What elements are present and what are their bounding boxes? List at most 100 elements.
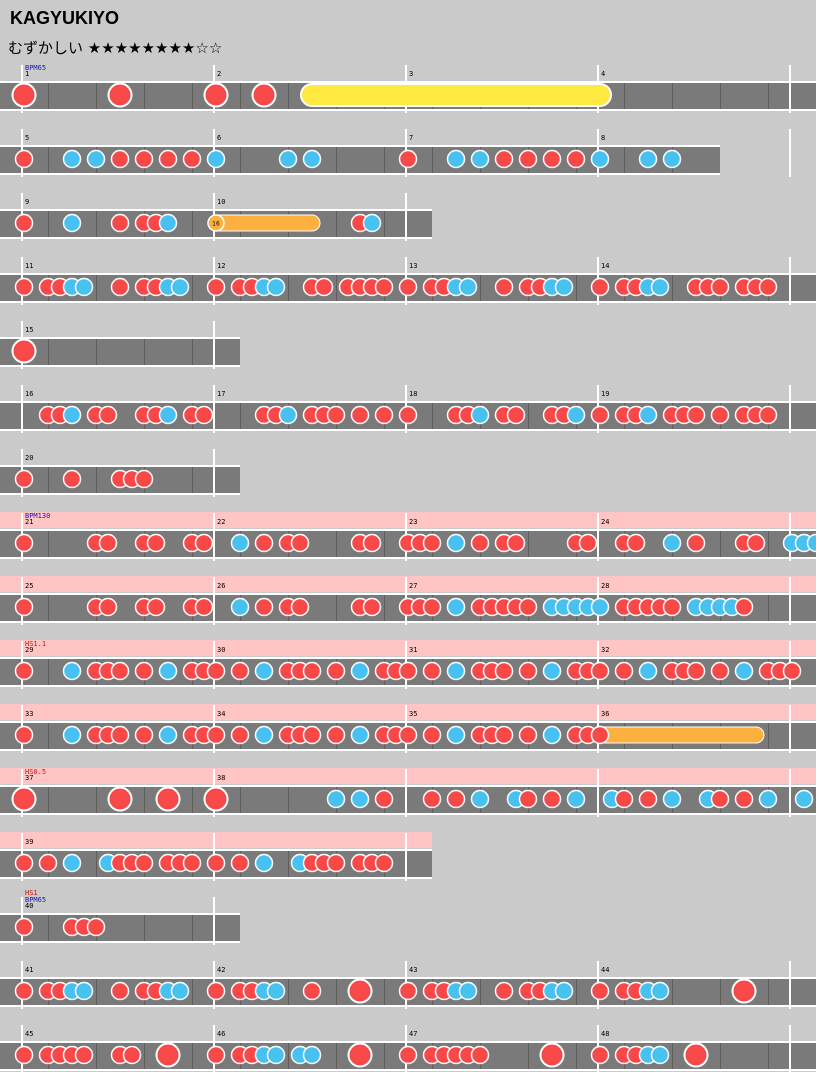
ka-note [446,725,466,745]
measure-barline [789,385,791,433]
don-note [470,533,490,553]
ka-note [350,725,370,745]
lane-bottom-edge [0,941,240,943]
beat-gridline [528,403,529,429]
don-note [686,405,706,425]
ka-note [458,981,478,1001]
measure-number: 23 [409,518,417,526]
ka-note [638,405,658,425]
ka-note [62,213,82,233]
big-don-note [11,786,37,812]
don-note [146,597,166,617]
ka-note [590,149,610,169]
beat-gridline [384,979,385,1005]
ka-note [62,725,82,745]
don-note [782,661,802,681]
don-note [206,661,226,681]
beat-gridline [672,275,673,301]
measure-number: 16 [25,390,33,398]
don-note [494,277,514,297]
note-lane [0,913,240,943]
ka-note [470,789,490,809]
don-note [14,533,34,553]
beat-gridline [192,979,193,1005]
don-note [206,981,226,1001]
don-note [254,533,274,553]
measure-barline [213,449,215,497]
ka-note [206,149,226,169]
beat-gridline [48,211,49,237]
don-note [494,981,514,1001]
bpm-marker: BPM130 [25,512,50,520]
don-note [230,853,250,873]
don-note [590,405,610,425]
row-highlight-band [0,576,816,592]
lane-top-edge [0,273,816,275]
don-note [494,725,514,745]
beat-gridline [96,275,97,301]
beat-gridline [192,1043,193,1069]
don-note [290,533,310,553]
beat-gridline [336,1043,337,1069]
measure-number: 32 [601,646,609,654]
lane-bottom-edge [0,1069,816,1071]
don-note [206,853,226,873]
measure-number: 29 [25,646,33,654]
don-note [710,405,730,425]
beat-gridline [768,1043,769,1069]
beat-gridline [48,339,49,365]
balloon-hit-count: 16 [212,221,220,228]
ka-note [662,789,682,809]
beat-gridline [624,147,625,173]
don-note [398,405,418,425]
row-highlight-band [0,768,816,784]
lane-top-edge [0,849,432,851]
ka-note [158,725,178,745]
don-note [206,1045,226,1065]
beat-gridline [624,83,625,109]
measure-number: 6 [217,134,221,142]
beat-gridline [240,403,241,429]
measure-number: 24 [601,518,609,526]
don-note [206,277,226,297]
ka-note [554,981,574,1001]
don-note [446,789,466,809]
don-note [710,789,730,809]
don-note [758,277,778,297]
ka-note [446,149,466,169]
don-note [134,661,154,681]
don-note [134,725,154,745]
measure-number: 12 [217,262,225,270]
don-note [422,597,442,617]
don-note [518,661,538,681]
don-note [362,533,382,553]
big-don-note [107,82,133,108]
ka-note [758,789,778,809]
don-note [290,597,310,617]
beat-gridline [96,211,97,237]
don-note [542,789,562,809]
measure-number: 3 [409,70,413,78]
don-note [38,853,58,873]
lane-bottom-edge [0,109,816,111]
don-note [326,853,346,873]
don-note [302,661,322,681]
measure-number: 44 [601,966,609,974]
measure-number: 18 [409,390,417,398]
measure-barline [213,897,215,945]
don-note [374,853,394,873]
measure-number: 14 [601,262,609,270]
ka-note [554,277,574,297]
lane-top-edge [0,1041,816,1043]
measure-number: 36 [601,710,609,718]
don-note [230,725,250,745]
lane-top-edge [0,657,816,659]
big-don-note [539,1042,565,1068]
don-note [518,149,538,169]
beat-gridline [672,1043,673,1069]
row-highlight-band [0,832,432,848]
ka-note [254,661,274,681]
measure-barline [789,705,791,753]
lane-bottom-edge [0,429,816,431]
don-note [518,725,538,745]
